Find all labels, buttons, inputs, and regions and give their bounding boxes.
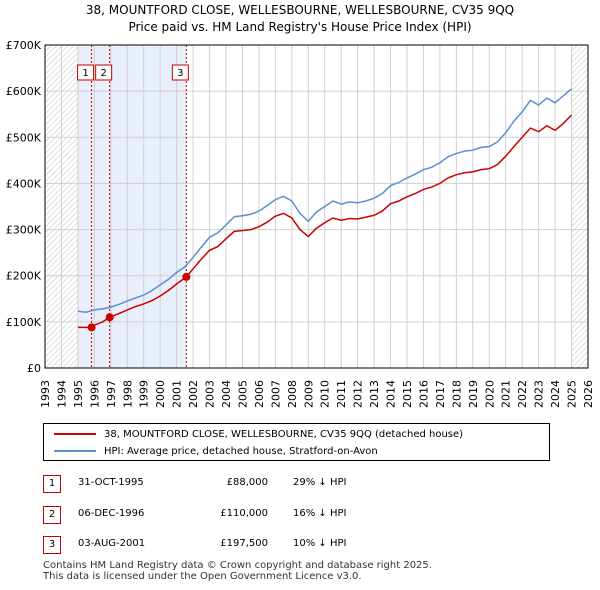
marker-box [171, 64, 189, 81]
marker-box-number: 1 [82, 68, 88, 79]
marker-box [77, 64, 95, 81]
x-tick-label: 2026 [582, 380, 595, 408]
sale-point [87, 323, 96, 332]
series-line-property [77, 114, 573, 329]
transaction-price: £88,000 [226, 477, 268, 488]
x-tick-label: 2020 [483, 380, 496, 408]
x-tick-label: 2004 [220, 380, 233, 408]
sale-point [182, 272, 191, 281]
transaction-hpi-diff: 16% ↓ HPI [293, 508, 347, 519]
price-chart: £0 £100K £200K £300K £400K £500K £600K £700K 199… [6, 39, 595, 408]
y-tick-label: £400K [6, 177, 42, 190]
x-tick-label: 1998 [121, 380, 134, 408]
transaction-number: 3 [43, 536, 61, 554]
series-line-hpi [77, 88, 572, 313]
x-tick-label: 2008 [286, 380, 299, 408]
x-tick-label: 2007 [269, 380, 282, 408]
x-tick-label: 2022 [516, 380, 529, 408]
x-tick-label: 1997 [105, 380, 118, 408]
x-tick-label: 2010 [319, 380, 332, 408]
x-tick-label: 2006 [253, 380, 266, 408]
transaction-number: 1 [43, 475, 61, 493]
marker-box-number: 3 [177, 68, 183, 79]
x-tick-label: 2013 [368, 380, 381, 408]
title-line-2: Price paid vs. HM Land Registry's House … [128, 20, 472, 34]
x-tick-label: 2016 [417, 380, 430, 408]
marker-box-number: 2 [100, 68, 106, 79]
y-tick-label: £700K [6, 39, 42, 52]
y-tick-label: £600K [6, 85, 42, 98]
chart-title: 38, MOUNTFORD CLOSE, WELLESBOURNE, WELLE… [0, 2, 600, 36]
x-tick-label: 2023 [533, 380, 546, 408]
footer: Contains HM Land Registry data © Crown c… [43, 560, 432, 582]
x-tick-label: 1993 [39, 380, 52, 408]
x-tick-label: 2018 [450, 380, 463, 408]
x-tick-label: 1994 [55, 380, 68, 408]
x-tick-label: 1995 [72, 380, 85, 408]
x-tick-label: 2017 [434, 380, 447, 408]
x-tick-label: 2005 [236, 380, 249, 408]
x-tick-label: 2003 [204, 380, 217, 408]
transaction-date: 31-OCT-1995 [78, 477, 144, 488]
x-tick-label: 2025 [566, 380, 579, 408]
legend-swatch-property [54, 433, 96, 435]
transaction-date: 06-DEC-1996 [78, 508, 145, 519]
transaction-hpi-diff: 29% ↓ HPI [293, 477, 347, 488]
y-tick-label: £500K [6, 131, 42, 144]
x-tick-label: 2012 [352, 380, 365, 408]
title-line-1: 38, MOUNTFORD CLOSE, WELLESBOURNE, WELLE… [85, 3, 515, 17]
x-tick-label: 2021 [500, 380, 513, 408]
y-tick-label: £300K [6, 224, 42, 237]
transaction-number: 2 [43, 506, 61, 524]
x-tick-label: 2014 [385, 380, 398, 408]
marker-box [95, 64, 113, 81]
transaction-price: £197,500 [220, 538, 268, 549]
transaction-date: 03-AUG-2001 [78, 538, 146, 549]
x-tick-label: 2001 [171, 380, 184, 408]
legend-item-hpi: HPI: Average price, detached house, Stra… [54, 443, 378, 459]
legend: 38, MOUNTFORD CLOSE, WELLESBOURNE, CV35 … [43, 423, 550, 461]
shaded-region-transactions [77, 45, 187, 368]
transaction-hpi-diff: 10% ↓ HPI [293, 538, 347, 549]
x-tick-label: 1996 [88, 380, 101, 408]
legend-label-property: 38, MOUNTFORD CLOSE, WELLESBOURNE, CV35 … [104, 428, 464, 440]
legend-label-hpi: HPI: Average price, detached house, Stra… [104, 445, 378, 457]
x-tick-label: 2015 [401, 380, 414, 408]
legend-item-property: 38, MOUNTFORD CLOSE, WELLESBOURNE, CV35 … [54, 426, 463, 442]
axes-frame [44, 44, 589, 369]
x-tick-label: 2019 [467, 380, 480, 408]
legend-swatch-hpi [54, 450, 96, 452]
transaction-price: £110,000 [220, 508, 268, 519]
x-tick-label: 1999 [138, 380, 151, 408]
y-tick-label: £0 [27, 362, 41, 375]
x-tick-label: 2002 [187, 380, 200, 408]
y-tick-label: £200K [6, 270, 42, 283]
x-tick-label: 2011 [335, 380, 348, 408]
x-tick-label: 2000 [154, 380, 167, 408]
sale-point [105, 313, 114, 322]
shaded-region-future [571, 45, 588, 368]
footer-line-2: This data is licensed under the Open Gov… [43, 571, 362, 582]
x-tick-label: 2024 [549, 380, 562, 408]
footer-line-1: Contains HM Land Registry data © Crown c… [43, 560, 432, 571]
y-tick-label: £100K [6, 316, 42, 329]
x-tick-label: 2009 [302, 380, 315, 408]
